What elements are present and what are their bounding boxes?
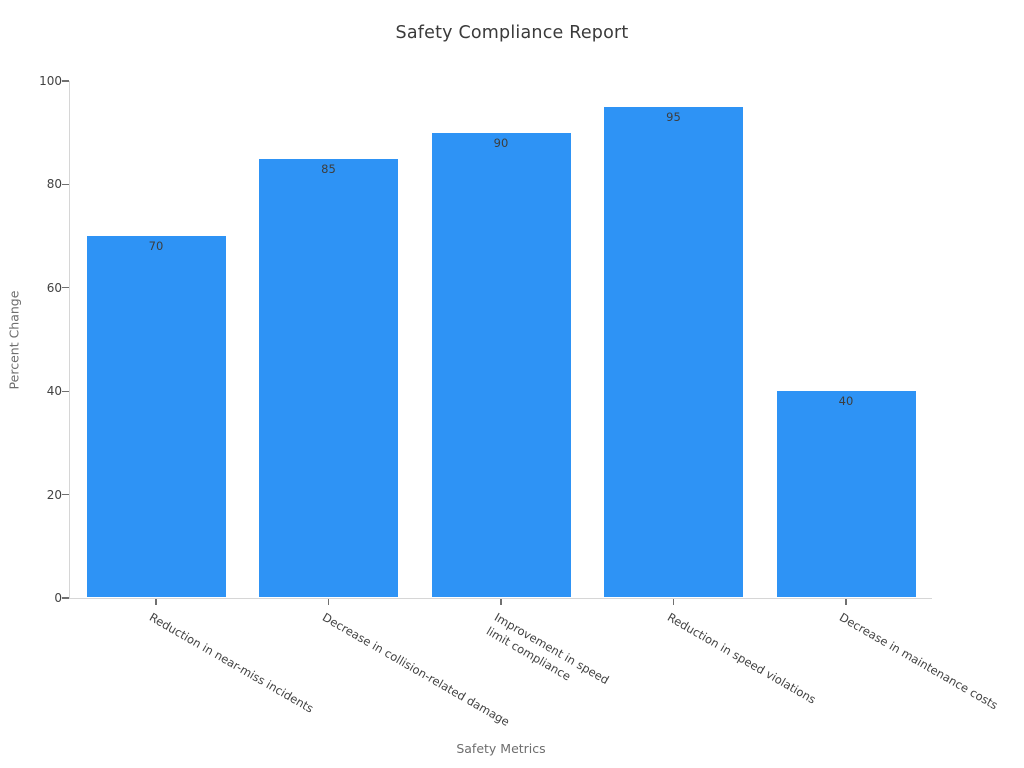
x-axis-spine	[68, 597, 932, 599]
y-axis-label: Percent Change	[6, 290, 22, 390]
bar-value-label: 90	[493, 135, 509, 150]
y-tick-label: 0	[54, 591, 62, 605]
y-tick-label: 80	[46, 177, 62, 192]
x-axis-label: Safety Metrics	[456, 741, 546, 756]
bar	[776, 391, 916, 598]
bar	[86, 236, 226, 598]
bar-value-label: 85	[321, 161, 336, 176]
y-tick-mark	[62, 287, 69, 289]
chart-title: Safety Compliance Report	[395, 23, 629, 43]
y-axis-spine	[68, 81, 70, 598]
x-tick-label: Reduction in near-miss incidents	[147, 610, 316, 716]
y-tick-mark	[62, 183, 69, 186]
x-tick-label: Improvement in speed limit compliance	[484, 610, 612, 688]
x-tick-label: Reduction in speed violations	[664, 610, 818, 707]
y-tick-label: 40	[46, 384, 62, 399]
x-tick-mark	[327, 599, 330, 605]
bar-value-label: 70	[148, 239, 164, 254]
y-tick-mark	[62, 80, 69, 82]
x-tick-mark	[155, 599, 157, 605]
x-tick-mark	[500, 599, 502, 605]
bar-value-label: 40	[838, 394, 854, 409]
y-tick-mark	[62, 597, 69, 599]
x-tick-label: Decrease in collision-related damage	[319, 610, 512, 729]
y-tick-label: 20	[46, 487, 62, 502]
bar	[431, 132, 571, 598]
x-tick-mark	[845, 599, 847, 605]
bar	[604, 106, 743, 598]
y-tick-mark	[62, 494, 69, 496]
y-tick-label: 100	[39, 74, 62, 88]
y-tick-mark	[62, 390, 69, 392]
bar	[259, 158, 398, 598]
x-tick-label: Decrease in maintenance costs	[837, 610, 1001, 713]
x-tick-mark	[672, 599, 675, 605]
y-tick-label: 60	[46, 280, 62, 295]
bar-value-label: 95	[666, 109, 681, 124]
